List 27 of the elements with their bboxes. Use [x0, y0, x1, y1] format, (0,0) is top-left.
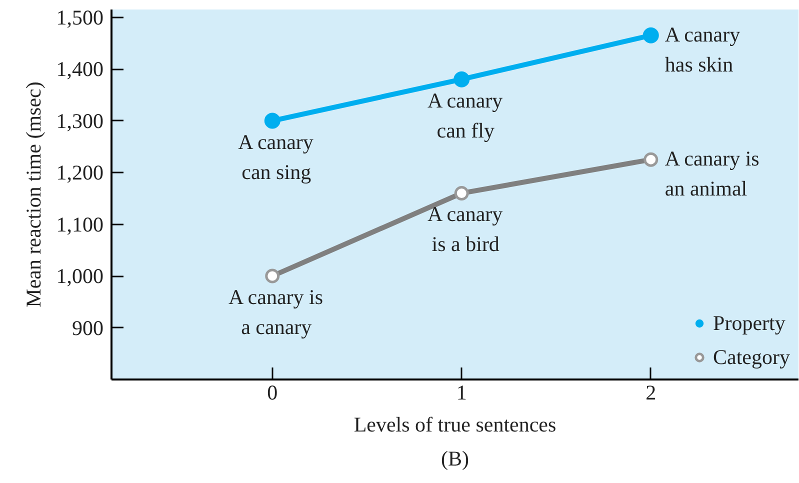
legend-label: Property [713, 310, 786, 336]
y-tick-label: 1,200 [56, 160, 104, 185]
y-tick-label: 1,400 [56, 57, 104, 82]
annotation: A canary is a canary [228, 285, 324, 340]
y-tick-label: 1,500 [56, 5, 104, 30]
annotation: A canary can sing [238, 130, 314, 184]
y-tick-label: 1,300 [56, 108, 104, 133]
y-tick-label: 1,000 [56, 264, 104, 288]
annotation: A canary has skin [664, 22, 741, 76]
point [265, 268, 280, 284]
annotation: A canary is an animal [664, 146, 760, 201]
point [454, 186, 469, 200]
point [642, 27, 659, 44]
annotation: A canary can fly [427, 88, 504, 142]
x-tick-label: 2 [646, 380, 656, 404]
x-tick-label: 0 [267, 380, 278, 404]
text: (B) [441, 446, 470, 470]
legend-label: Category [713, 344, 790, 370]
y-axis-title: Mean reaction time (msec) [21, 82, 46, 308]
y-tick-label: 900 [72, 316, 104, 340]
x-tick-label: 1 [456, 380, 467, 404]
point [644, 152, 658, 167]
y-tick-label: 1,100 [56, 212, 104, 236]
point [454, 71, 470, 88]
x-axis-title: Levels of true sentences [354, 412, 556, 436]
point [264, 112, 280, 129]
annotation: A canary is a bird [427, 202, 504, 256]
